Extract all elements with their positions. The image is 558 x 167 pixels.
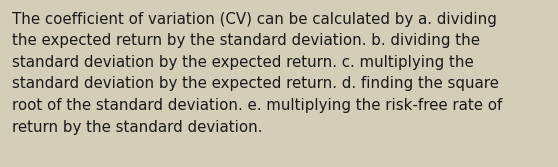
Text: The coefficient of variation (CV) can be calculated by a. dividing
the expected : The coefficient of variation (CV) can be… (12, 12, 503, 135)
